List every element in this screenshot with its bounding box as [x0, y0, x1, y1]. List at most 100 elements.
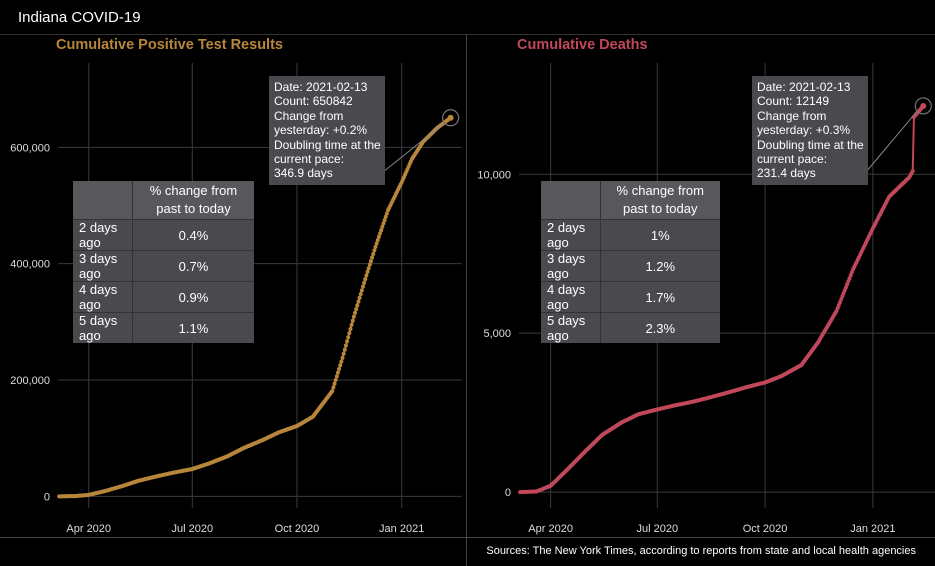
row-value: 1%: [600, 219, 720, 251]
data-point: [366, 266, 371, 271]
row-label: 3 days ago: [541, 250, 601, 282]
table-row: 2 days ago 1%: [541, 219, 720, 251]
data-point: [357, 295, 362, 300]
x-tick-label: Jan 2021: [850, 523, 895, 535]
series-points: [57, 115, 453, 499]
tooltip-leader-line: [382, 122, 445, 173]
hover-ring: [442, 109, 460, 127]
data-point: [345, 339, 350, 344]
tooltip-leader-line: [865, 110, 918, 173]
table-row: 3 days ago 1.2%: [541, 250, 720, 282]
data-point: [333, 378, 338, 383]
data-point: [384, 211, 389, 216]
data-point: [331, 385, 336, 390]
tooltip-date: Date: 2021-02-13: [274, 80, 368, 94]
cases-change-table: % change from past to today 2 days ago 0.…: [73, 181, 254, 343]
row-value: 0.4%: [132, 219, 254, 251]
data-point: [354, 307, 359, 312]
data-point: [375, 238, 380, 243]
data-point: [368, 259, 373, 264]
data-point: [382, 218, 387, 223]
tooltip-doubling-line3: 346.9 days: [274, 166, 333, 181]
data-point: [365, 269, 370, 274]
data-point: [380, 224, 385, 229]
data-point: [335, 370, 340, 375]
data-point: [383, 214, 388, 219]
table-corner: [541, 181, 601, 220]
page-title: Indiana COVID-19: [18, 9, 141, 26]
row-value: 2.3%: [600, 312, 720, 343]
data-point: [346, 335, 351, 340]
page-header: Indiana COVID-19: [0, 0, 935, 35]
y-tick-label: 0: [505, 487, 511, 499]
deaths-hover-tooltip: Date: 2021-02-13 Count: 12149 Change fro…: [752, 76, 868, 185]
deaths-chart: Apr 2020 Jul 2020 Oct 2020 Jan 2021 0 5,000 10…: [477, 63, 935, 535]
table-corner: [73, 181, 133, 220]
tooltip-change-line1: Change from: [274, 108, 344, 123]
data-point: [340, 355, 345, 360]
data-point: [376, 234, 381, 239]
deaths-panel: Cumulative Deaths Apr 2020 Jul 2020 Oct 20…: [467, 35, 935, 537]
tooltip-doubling-line2: current pace:: [274, 152, 345, 167]
table-row: 4 days ago 1.7%: [541, 281, 720, 313]
data-point: [356, 299, 361, 304]
data-point: [379, 228, 384, 233]
x-tick-label: Oct 2020: [743, 523, 788, 535]
data-point: [348, 327, 353, 332]
y-tick-label: 200,000: [10, 375, 50, 387]
hover-point: [920, 102, 927, 109]
row-value: 0.9%: [132, 281, 254, 313]
hover-point: [447, 114, 454, 121]
row-label: 3 days ago: [73, 250, 133, 282]
y-tick-label: 5,000: [483, 328, 511, 340]
row-label: 5 days ago: [73, 312, 133, 343]
tooltip-date: Date: 2021-02-13: [757, 80, 851, 94]
row-label: 5 days ago: [541, 312, 601, 343]
x-tick-label: Jan 2021: [379, 523, 424, 535]
cases-hover-tooltip: Date: 2021-02-13 Count: 650842 Change fr…: [269, 76, 385, 185]
data-point: [343, 343, 348, 348]
data-point: [362, 280, 367, 285]
tooltip-count: Count: 12149: [757, 94, 830, 109]
data-point: [910, 169, 915, 174]
data-point: [381, 221, 386, 226]
data-point: [373, 244, 378, 249]
sources-note: Sources: The New York Times, according t…: [486, 545, 916, 557]
table-header: % change from past to today: [132, 181, 254, 220]
cases-chart: Apr 2020 Jul 2020 Oct 2020 Jan 2021 0 200,000…: [10, 63, 462, 535]
table-row: 2 days ago 0.4%: [73, 219, 254, 251]
deaths-change-table: % change from past to today 2 days ago 1%…: [541, 181, 720, 343]
data-point: [330, 389, 335, 394]
panel-divider: [466, 35, 467, 566]
row-label: 2 days ago: [541, 219, 601, 251]
row-value: 1.7%: [600, 281, 720, 313]
row-label: 2 days ago: [73, 219, 133, 251]
row-label: 4 days ago: [73, 281, 133, 313]
data-point: [360, 284, 365, 289]
data-point: [337, 366, 342, 371]
x-tick-label: Oct 2020: [275, 523, 320, 535]
tooltip-doubling-line3: 231.4 days: [757, 166, 816, 181]
cases-panel: Cumulative Positive Test Results Apr 202…: [0, 35, 466, 537]
table-row: 3 days ago 0.7%: [73, 250, 254, 282]
y-tick-label: 0: [44, 491, 50, 503]
deaths-chart-title: Cumulative Deaths: [517, 37, 648, 53]
data-point: [371, 251, 376, 256]
table-row: 4 days ago 0.9%: [73, 281, 254, 313]
row-label: 4 days ago: [541, 281, 601, 313]
tooltip-doubling-line2: current pace:: [757, 152, 828, 167]
x-tick-label: Jul 2020: [636, 523, 678, 535]
data-point: [332, 381, 337, 386]
y-tick-label: 400,000: [10, 259, 50, 271]
tooltip-doubling-line1: Doubling time at the: [757, 137, 864, 152]
data-point: [363, 277, 368, 282]
data-point: [353, 310, 358, 315]
tooltip-doubling-line1: Doubling time at the: [274, 137, 381, 152]
row-value: 0.7%: [132, 250, 254, 282]
table-header: % change from past to today: [600, 181, 720, 220]
data-point: [339, 359, 344, 364]
hover-ring: [914, 97, 932, 115]
series-points: [518, 103, 926, 495]
y-tick-label: 10,000: [477, 169, 511, 181]
data-point: [364, 273, 369, 278]
